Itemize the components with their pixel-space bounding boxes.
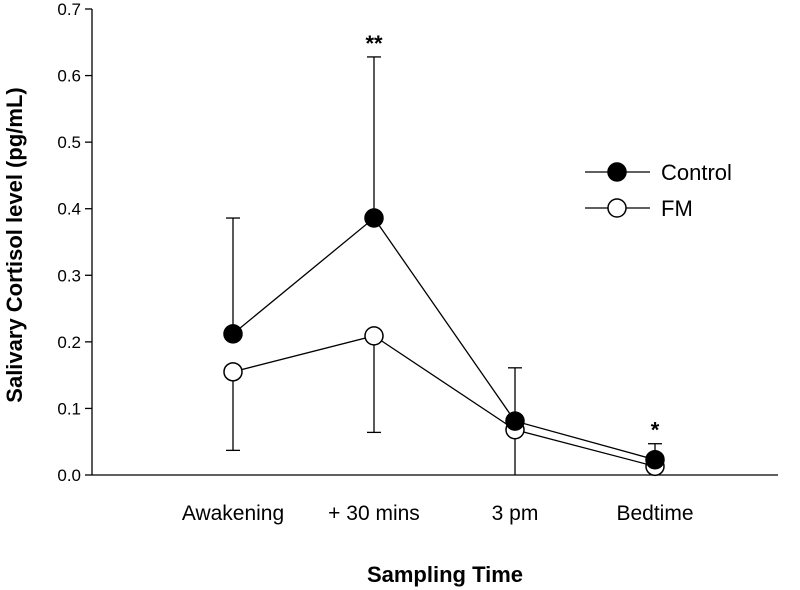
y-tick-label: 0.4: [57, 200, 81, 219]
significance-marker: **: [365, 31, 383, 56]
x-tick-label: + 30 mins: [328, 502, 420, 525]
y-tick-label: 0.0: [57, 466, 81, 485]
legend-control-marker: [607, 162, 627, 182]
y-tick-label: 0.1: [57, 399, 81, 418]
control-point: [505, 411, 525, 431]
legend-control-label: Control: [661, 160, 732, 185]
axes: [91, 9, 778, 476]
control-point: [223, 324, 243, 344]
annotations: ***: [365, 31, 659, 443]
x-tick-label: Awakening: [182, 502, 284, 525]
legend: Control FM: [585, 160, 732, 221]
y-tick-label: 0.2: [57, 333, 81, 352]
series-group: [223, 208, 665, 477]
significance-marker: *: [651, 418, 660, 443]
y-ticks: 0.0 0.1 0.2 0.3 0.4 0.5 0.6 0.7: [57, 0, 92, 485]
y-tick-label: 0.6: [57, 67, 81, 86]
x-axis-title: Sampling Time: [367, 562, 523, 587]
control-point: [364, 208, 384, 228]
legend-fm-label: FM: [661, 196, 693, 221]
x-tick-label: 3 pm: [492, 502, 539, 525]
y-tick-label: 0.7: [57, 0, 81, 19]
legend-fm-marker: [607, 198, 627, 218]
control-point: [645, 449, 665, 470]
x-tick-label: Bedtime: [616, 502, 693, 525]
fm-series-line: [232, 335, 656, 467]
fm-point: [223, 362, 243, 382]
y-tick-label: 0.5: [57, 133, 81, 152]
fm-point: [364, 326, 384, 346]
x-ticks: Awakening + 30 mins 3 pm Bedtime: [182, 502, 694, 525]
error-bars: [226, 56, 662, 475]
y-tick-label: 0.3: [57, 266, 81, 285]
control-series-line: [232, 217, 656, 461]
y-axis-title: Salivary Cortisol level (pg/mL): [2, 87, 27, 402]
